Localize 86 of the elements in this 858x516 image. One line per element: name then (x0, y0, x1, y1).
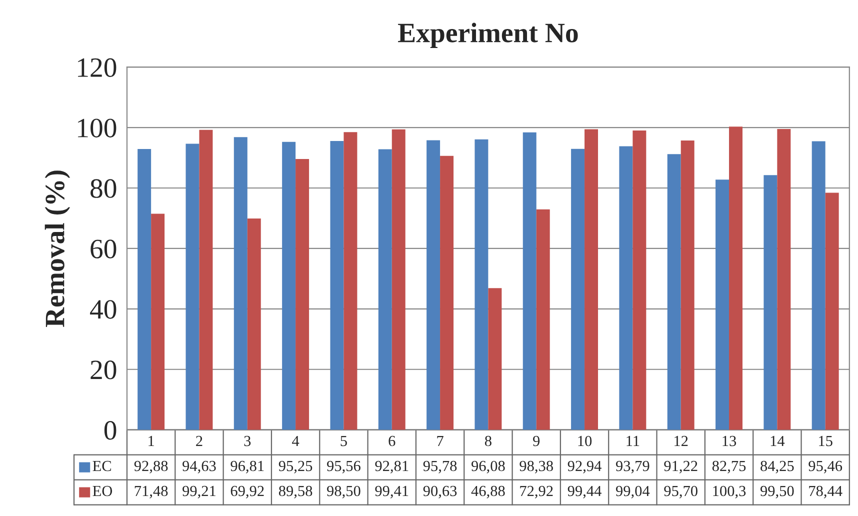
data-label: 99,21 (182, 486, 216, 498)
data-label: 72,92 (520, 486, 553, 498)
bar (330, 140, 344, 430)
x-tick-label: 1 (148, 436, 154, 446)
bar (392, 129, 406, 430)
x-tick-label: 10 (578, 436, 592, 446)
bar (536, 209, 550, 430)
bar (777, 129, 791, 430)
bar (667, 154, 681, 430)
bar (825, 192, 839, 430)
bar (619, 146, 633, 430)
bar (522, 132, 536, 430)
data-label: 84,25 (760, 460, 794, 474)
bar (138, 149, 152, 430)
data-label: 71,48 (134, 486, 168, 498)
bar (584, 129, 598, 430)
data-label: 99,44 (568, 486, 602, 498)
x-tick-label: 12 (674, 436, 688, 446)
data-label: 82,75 (712, 460, 746, 474)
data-label: 91,22 (664, 460, 698, 474)
x-tick-label: 8 (484, 436, 492, 446)
data-label: 89,58 (278, 486, 312, 498)
data-label: 92,81 (375, 460, 408, 474)
data-label: 93,79 (616, 460, 650, 474)
y-tick-label: 40 (90, 300, 116, 319)
y-tick-label: 80 (90, 179, 116, 198)
legend-label: EC (92, 460, 111, 472)
bar (186, 144, 200, 430)
bar (632, 130, 646, 430)
bar (764, 175, 778, 430)
data-label: 99,50 (760, 486, 794, 498)
bar (378, 149, 392, 430)
data-label: 78,44 (809, 486, 842, 498)
data-label: 99,04 (616, 486, 650, 498)
data-label: 95,25 (278, 460, 312, 474)
x-tick-label: 9 (533, 436, 540, 446)
bar (296, 159, 310, 430)
bar (474, 139, 488, 430)
x-tick-label: 5 (340, 436, 347, 446)
bar (234, 137, 248, 430)
data-label: 98,50 (327, 486, 360, 498)
x-tick-label: 14 (770, 436, 785, 446)
data-label: 95,56 (327, 460, 360, 474)
y-tick-label: 60 (90, 240, 116, 258)
bar (199, 130, 213, 430)
bar (282, 142, 296, 430)
data-label: 95,70 (664, 486, 698, 498)
bar (151, 214, 165, 430)
data-label: 94,63 (182, 460, 216, 474)
data-label: 96,81 (230, 460, 264, 474)
data-label: 100,3 (713, 486, 746, 498)
data-label: 90,63 (423, 486, 457, 498)
data-label: 95,46 (808, 460, 842, 474)
bar (716, 180, 730, 430)
data-label: 98,38 (520, 460, 553, 474)
bar (571, 148, 585, 430)
bar (812, 141, 826, 430)
x-tick-label: 11 (626, 436, 640, 446)
legend-label: EO (92, 486, 112, 496)
x-tick-label: 3 (244, 436, 251, 446)
bar (680, 140, 694, 430)
x-tick-label: 13 (722, 436, 736, 446)
bar (440, 156, 454, 430)
chart-title: Experiment No (398, 22, 578, 48)
x-tick-label: 4 (292, 436, 300, 446)
data-label: 92,94 (568, 460, 602, 474)
data-label: 96,08 (472, 460, 505, 474)
x-tick-label: 15 (819, 436, 832, 446)
bar (247, 218, 261, 430)
x-tick-label: 7 (437, 436, 444, 446)
bar (426, 140, 440, 430)
bar (488, 288, 502, 430)
y-tick-label: 20 (90, 360, 116, 380)
bar (729, 126, 742, 430)
data-label: 95,78 (423, 460, 457, 474)
data-label: 92,88 (134, 460, 168, 474)
data-label: 99,41 (375, 486, 408, 498)
x-tick-label: 2 (196, 436, 202, 446)
bar (344, 132, 358, 430)
y-axis-title: Removal (%) (44, 170, 70, 328)
x-tick-label: 6 (388, 436, 396, 446)
y-tick-label: 0 (104, 420, 116, 440)
data-label: 69,92 (230, 486, 264, 498)
data-label: 46,88 (471, 486, 505, 498)
y-tick-label: 100 (78, 118, 116, 138)
y-tick-label: 120 (78, 58, 116, 77)
